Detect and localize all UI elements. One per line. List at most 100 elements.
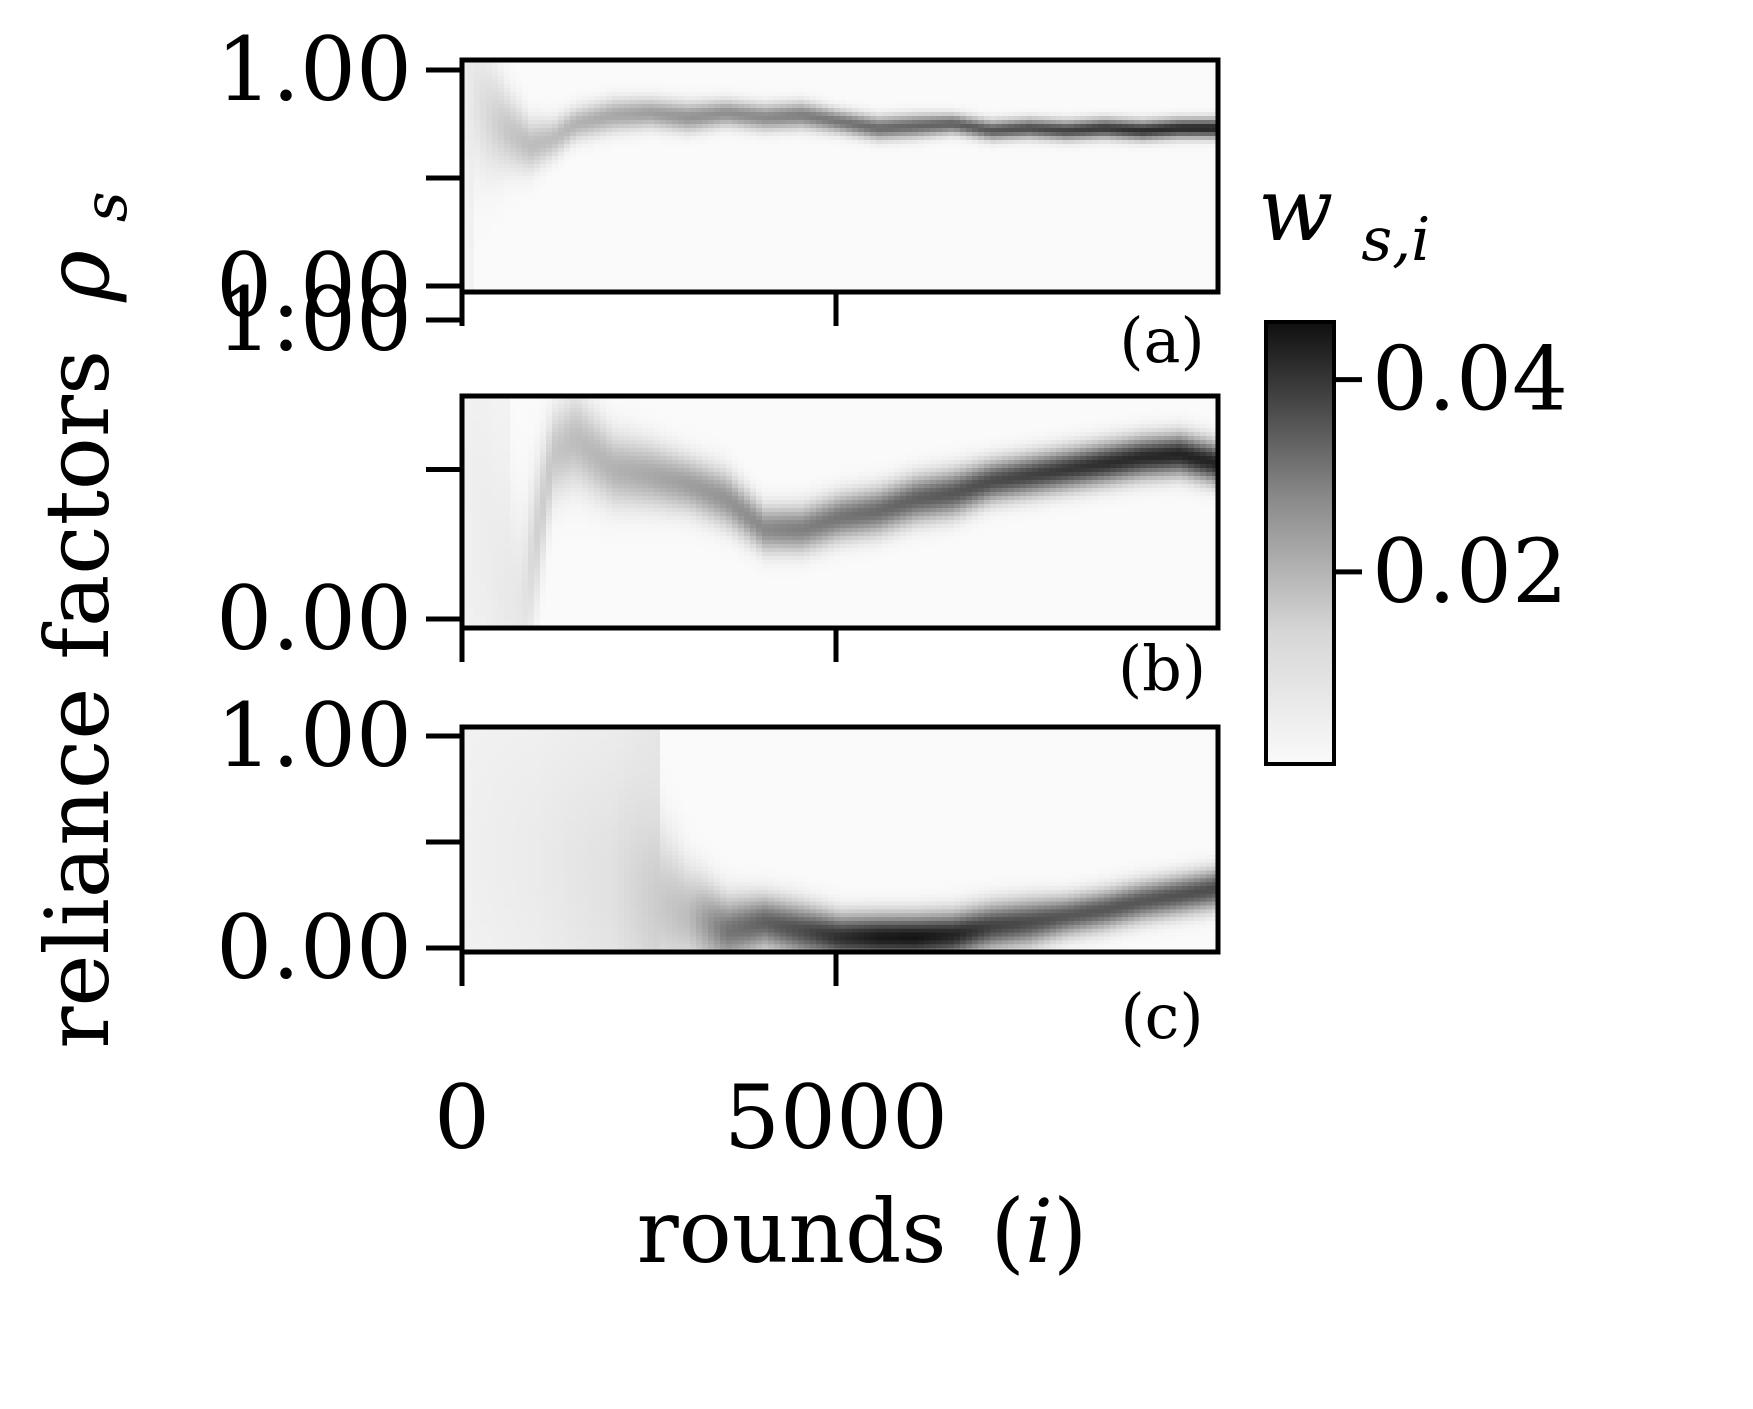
heatmap-cell: [498, 116, 505, 121]
heatmap-cell: [696, 152, 703, 157]
heatmap-cell: [840, 128, 847, 133]
heatmap-cell: [552, 196, 559, 201]
heatmap-cell: [936, 84, 943, 89]
heatmap-cell: [510, 272, 517, 277]
heatmap-cell: [852, 184, 859, 189]
heatmap-cell: [816, 76, 823, 81]
heatmap-cell: [552, 128, 559, 133]
heatmap-cell: [564, 208, 571, 213]
heatmap-cell: [612, 232, 619, 237]
heatmap-cell: [498, 280, 505, 285]
heatmap-cell: [930, 248, 937, 253]
heatmap-cell: [492, 264, 499, 269]
heatmap-cell: [798, 88, 805, 93]
heatmap-cell: [660, 280, 667, 285]
heatmap-cell: [720, 104, 727, 109]
heatmap-cell: [804, 232, 811, 237]
heatmap-cell: [702, 192, 709, 197]
heatmap-cell: [546, 148, 553, 153]
heatmap-cell: [696, 68, 703, 73]
heatmap-cell: [840, 228, 847, 233]
heatmap-cell: [486, 136, 493, 141]
heatmap-cell: [504, 88, 511, 93]
heatmap-cell: [492, 252, 499, 257]
heatmap-cell: [846, 84, 853, 89]
heatmap-cell: [498, 108, 505, 113]
heatmap-cell: [540, 148, 547, 153]
heatmap-cell: [834, 68, 841, 73]
heatmap-cell: [498, 84, 505, 89]
heatmap-cell: [534, 128, 541, 133]
heatmap-cell: [864, 168, 871, 173]
heatmap-cell: [942, 76, 949, 81]
heatmap-cell: [876, 156, 883, 161]
heatmap-cell: [786, 128, 793, 133]
heatmap-cell: [972, 232, 979, 237]
heatmap-cell: [564, 232, 571, 237]
heatmap-cell: [552, 172, 559, 177]
heatmap-cell: [948, 276, 955, 281]
heatmap-cell: [888, 152, 895, 157]
heatmap-cell: [642, 256, 649, 261]
heatmap-cell: [864, 72, 871, 77]
heatmap-cell: [480, 96, 487, 101]
heatmap-cell: [846, 140, 853, 145]
heatmap-cell: [864, 140, 871, 145]
heatmap-cell: [486, 256, 493, 261]
heatmap-cell: [732, 248, 739, 253]
heatmap-cell: [762, 228, 769, 233]
heatmap-cell: [684, 172, 691, 177]
heatmap-cell: [462, 144, 469, 149]
heatmap-cell: [810, 88, 817, 93]
heatmap-cell: [660, 80, 667, 85]
heatmap-cell: [852, 140, 859, 145]
heatmap-cell: [540, 116, 547, 121]
heatmap-cell: [648, 180, 655, 185]
heatmap-cell: [864, 132, 871, 137]
heatmap-cell: [588, 232, 595, 237]
heatmap-cell: [570, 100, 577, 105]
heatmap-cell: [876, 280, 883, 285]
heatmap-cell: [672, 256, 679, 261]
heatmap-cell: [606, 208, 613, 213]
heatmap-cell: [744, 76, 751, 81]
heatmap-cell: [834, 128, 841, 133]
heatmap-cell: [900, 256, 907, 261]
heatmap-cell: [918, 144, 925, 149]
heatmap-cell: [798, 120, 805, 125]
heatmap-cell: [846, 208, 853, 213]
heatmap-cell: [786, 96, 793, 101]
heatmap-cell: [504, 204, 511, 209]
heatmap-cell: [768, 100, 775, 105]
heatmap-cell: [612, 236, 619, 241]
heatmap-cell: [702, 88, 709, 93]
heatmap-cell: [888, 200, 895, 205]
heatmap-cell: [486, 252, 493, 257]
heatmap-cell: [948, 216, 955, 221]
heatmap-cell: [828, 244, 835, 249]
heatmap-cell: [468, 108, 475, 113]
heatmap-cell: [504, 192, 511, 197]
heatmap-cell: [846, 72, 853, 77]
heatmap-cell: [714, 172, 721, 177]
heatmap-cell: [852, 144, 859, 149]
heatmap-cell: [660, 252, 667, 257]
heatmap-cell: [504, 268, 511, 273]
heatmap-cell: [516, 172, 523, 177]
heatmap-cell: [954, 108, 961, 113]
heatmap-cell: [732, 160, 739, 165]
heatmap-cell: [948, 268, 955, 273]
heatmap-cell: [528, 220, 535, 225]
heatmap-cell: [684, 256, 691, 261]
heatmap-cell: [708, 88, 715, 93]
heatmap-cell: [912, 208, 919, 213]
heatmap-cell: [786, 100, 793, 105]
heatmap-cell: [780, 280, 787, 285]
heatmap-cell: [726, 188, 733, 193]
heatmap-cell: [588, 80, 595, 85]
heatmap-cell: [972, 80, 979, 85]
heatmap-cell: [750, 96, 757, 101]
heatmap-cell: [660, 88, 667, 93]
heatmap-cell: [624, 108, 631, 113]
heatmap-cell: [732, 68, 739, 73]
